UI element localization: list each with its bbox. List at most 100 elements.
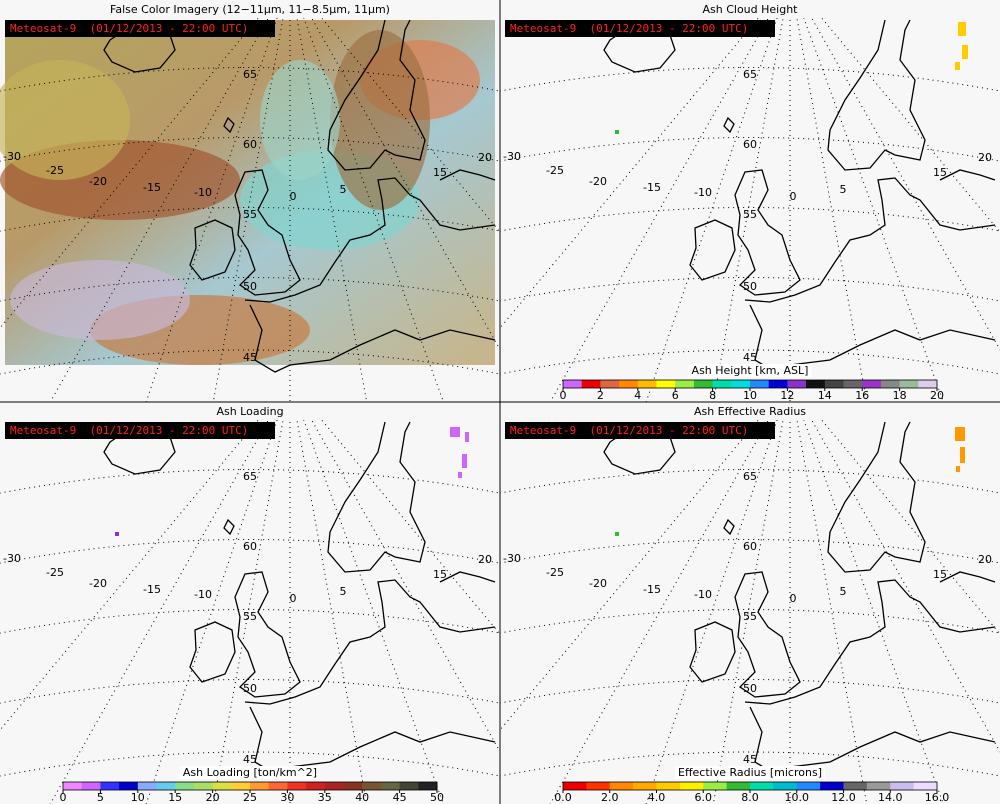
- colorbar-tick-label: 14.0: [878, 791, 903, 804]
- colorbar-swatch: [418, 782, 438, 790]
- latitude-label: 55: [743, 208, 757, 221]
- satellite-label: Meteosat-9 (01/12/2013 - 22:00 UTC): [10, 22, 248, 35]
- longitude-label: 0: [290, 190, 297, 203]
- colorbar-swatch: [156, 782, 176, 790]
- colorbar-swatch: [324, 782, 344, 790]
- colorbar-swatch: [726, 782, 751, 790]
- satellite-label: Meteosat-9 (01/12/2013 - 22:00 UTC): [510, 22, 748, 35]
- colorbar-tick-label: 15: [168, 791, 182, 804]
- colorbar-swatch: [866, 782, 891, 790]
- colorbar-tick-label: 4.0: [648, 791, 666, 804]
- colorbar-tick-label: 35: [318, 791, 332, 804]
- colorbar-swatch: [656, 380, 676, 388]
- colorbar-label: Ash Loading [ton/km^2]: [183, 766, 317, 779]
- colorbar-swatch: [287, 782, 307, 790]
- colorbar-swatch: [100, 782, 120, 790]
- colorbar-tick-label: 6.0: [695, 791, 713, 804]
- colorbar-swatch: [600, 380, 620, 388]
- ash-detection: [955, 62, 960, 70]
- colorbar-label: Ash Height [km, ASL]: [692, 364, 809, 377]
- longitude-label: -25: [46, 164, 64, 177]
- graticule: [0, 420, 500, 804]
- cloud-feature: [330, 30, 430, 210]
- colorbar-swatch: [250, 782, 270, 790]
- longitude-label: 0: [790, 592, 797, 605]
- latitude-label: 45: [743, 753, 757, 766]
- colorbar-swatch: [656, 782, 681, 790]
- colorbar-tick-label: 14: [818, 389, 832, 402]
- map: [0, 420, 500, 804]
- longitude-label: -15: [143, 583, 161, 596]
- ash-detection: [462, 454, 467, 468]
- colorbar-swatch: [806, 380, 826, 388]
- colorbar-tick-label: 8: [709, 389, 716, 402]
- coastline: [603, 19, 996, 373]
- colorbar-swatch: [843, 380, 863, 388]
- latitude-label: 55: [743, 610, 757, 623]
- colorbar-swatch: [231, 782, 251, 790]
- colorbar-swatch: [843, 782, 868, 790]
- latitude-label: 50: [743, 280, 757, 293]
- longitude-label: -25: [46, 566, 64, 579]
- map: [500, 420, 1000, 804]
- ash-detection: [615, 532, 619, 536]
- longitude-label: -30: [3, 552, 21, 565]
- colorbar-swatch: [899, 380, 919, 388]
- longitude-label: -20: [89, 577, 107, 590]
- longitude-label: -10: [694, 186, 712, 199]
- colorbar-swatch: [306, 782, 326, 790]
- colorbar-tick-label: 6: [672, 389, 679, 402]
- latitude-label: 45: [243, 351, 257, 364]
- latitude-label: 55: [243, 208, 257, 221]
- colorbar-swatch: [343, 782, 363, 790]
- colorbar-swatch: [693, 380, 714, 388]
- colorbar-tick-label: 50: [430, 791, 444, 804]
- colorbar-tick-label: 4: [634, 389, 641, 402]
- ash-detection: [458, 472, 462, 478]
- colorbar-swatch: [768, 380, 788, 388]
- colorbar-swatch: [731, 380, 751, 388]
- longitude-label: 20: [978, 151, 992, 164]
- colorbar-swatch: [862, 380, 882, 388]
- colorbar-swatch: [750, 380, 770, 388]
- colorbar-tick-label: 30: [280, 791, 294, 804]
- colorbar-swatch: [918, 380, 938, 388]
- ash-detection: [962, 45, 968, 59]
- colorbar-tick-label: 45: [393, 791, 407, 804]
- colorbar-tick-label: 10: [743, 389, 757, 402]
- colorbar-swatch: [581, 380, 601, 388]
- colorbar-tick-label: 10: [131, 791, 145, 804]
- colorbar-tick-label: 0: [60, 791, 67, 804]
- longitude-label: -20: [589, 175, 607, 188]
- colorbar-swatch: [212, 782, 232, 790]
- longitude-label: 15: [433, 166, 447, 179]
- colorbar-swatch: [820, 782, 844, 790]
- longitude-label: 5: [840, 183, 847, 196]
- latitude-label: 45: [243, 753, 257, 766]
- colorbar-swatch: [63, 782, 83, 790]
- longitude-label: -15: [143, 181, 161, 194]
- colorbar-label-bg: [688, 364, 812, 377]
- colorbar-label: Effective Radius [microns]: [678, 766, 822, 779]
- latitude-label: 50: [243, 682, 257, 695]
- latitude-label: 65: [743, 68, 757, 81]
- colorbar-swatch: [913, 782, 938, 790]
- latitude-label: 50: [743, 682, 757, 695]
- colorbar-swatch: [119, 782, 139, 790]
- map: [0, 18, 500, 402]
- colorbar-tick-label: 12.0: [831, 791, 856, 804]
- colorbar-swatch: [703, 782, 728, 790]
- colorbar-swatch: [824, 380, 844, 388]
- colorbar-label-bg: [179, 766, 321, 779]
- longitude-label: -10: [194, 186, 212, 199]
- colorbar-tick-label: 20: [206, 791, 220, 804]
- colorbar-tick-label: 10.0: [785, 791, 810, 804]
- longitude-label: -15: [643, 181, 661, 194]
- latitude-label: 60: [243, 138, 257, 151]
- colorbar-swatch: [773, 782, 798, 790]
- colorbar-swatch: [796, 782, 821, 790]
- colorbar-tick-label: 0.0: [554, 791, 572, 804]
- satellite-label: Meteosat-9 (01/12/2013 - 22:00 UTC): [10, 424, 248, 437]
- graticule: [500, 18, 1000, 402]
